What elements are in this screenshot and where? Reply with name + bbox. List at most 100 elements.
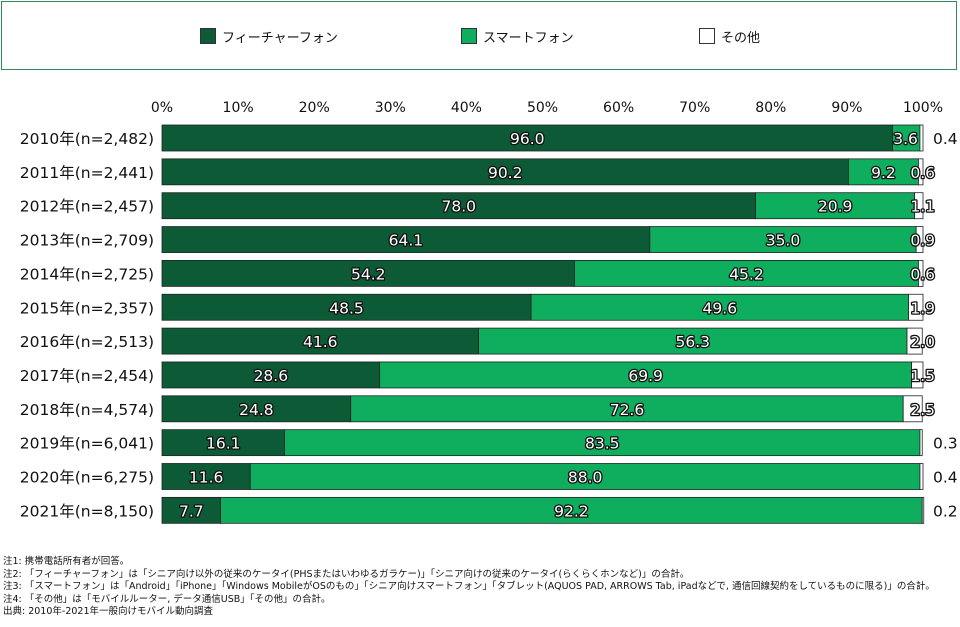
x-tick-label: 20% [299,100,330,116]
x-tick-label: 40% [451,100,482,116]
x-tick-label: 70% [679,100,710,116]
value-label: 1.5 [910,367,935,385]
value-label: 0.6 [910,265,935,283]
legend: フィーチャーフォン スマートフォン その他 [1,1,957,70]
category-label: 2016年(n=2,513) [20,333,154,351]
bar-segment [284,429,921,457]
value-label: 2.0 [910,333,935,351]
legend-swatch-smartphone [461,28,477,44]
category-label: 2021年(n=8,150) [20,502,154,520]
value-label: 92.2 [554,502,589,520]
category-label: 2014年(n=2,725) [20,265,154,283]
category-label: 2015年(n=2,357) [20,299,154,317]
value-label: 24.8 [239,401,274,419]
value-label: 49.6 [703,299,738,317]
category-label: 2011年(n=2,441) [20,164,154,182]
note-1: 注1: 携帯電話所有者が回答。 [3,556,130,567]
legend-label-smartphone: スマートフォン [483,30,574,46]
x-tick-label: 80% [755,100,786,116]
value-label: 90.2 [488,164,523,182]
bar-segment [919,429,923,457]
category-label: 2017年(n=2,454) [20,367,154,385]
value-label: 48.5 [329,299,364,317]
bar-segment [161,259,575,287]
bar-segment [902,395,923,423]
value-label: 0.6 [910,164,935,182]
value-label: 28.6 [254,367,289,385]
bar-segment [649,226,917,253]
value-label: 1.9 [910,299,935,317]
bar-segment [848,158,919,186]
legend-label-feature-phone: フィーチャーフォン [222,30,338,46]
x-tick-label: 30% [375,100,406,116]
bar-segment [478,327,908,355]
value-label: 0.4 [933,130,958,148]
bar-segment [161,395,352,423]
bar-segment [919,463,924,490]
legend-label-other: その他 [721,30,761,46]
value-label: 0.4 [933,469,958,487]
bar-segment [921,496,925,524]
value-label: 16.1 [206,435,241,453]
x-tick-label: 90% [831,100,862,116]
bar-segment [908,293,924,321]
bar-segment [911,361,924,389]
category-label: 2019年(n=6,041) [20,435,154,453]
bar-segment [161,327,479,355]
legend-item-other: その他 [699,26,760,46]
bar-segment [530,293,909,321]
bar-segment [379,361,912,389]
category-label: 2010年(n=2,482) [20,130,154,148]
value-label: 72.6 [610,401,645,419]
value-label: 0.2 [933,502,958,520]
legend-item-feature-phone: フィーチャーフォン [200,26,338,46]
legend-swatch-feature-phone [200,28,216,44]
note-source: 出典: 2010年-2021年一般向けモバイル動向調査 [3,606,214,618]
value-label: 0.3 [933,435,958,453]
value-label: 56.3 [676,333,711,351]
bar-segment [914,192,924,220]
x-tick-label: 60% [603,100,634,116]
bar-segment [915,226,924,253]
value-label: 41.6 [303,333,338,351]
bar-segment [161,429,285,457]
bar-segment [161,226,651,253]
x-tick-label: 0% [151,100,173,116]
value-label: 35.0 [766,232,801,250]
category-label: 2020年(n=6,275) [20,469,154,487]
legend-swatch-other [699,28,715,44]
bar-segment [161,361,381,389]
value-label: 83.5 [585,435,620,453]
note-2: 注2: 「フィーチャーフォン」は「シニア向け以外の従来のケータイ(PHSまたはい… [3,568,690,580]
value-label: 0.9 [910,232,935,250]
bar-segment [350,395,904,423]
value-label: 96.0 [510,130,545,148]
note-3: 注3: 「スマートフォン」は「Android」「iPhone」「Windows … [3,581,935,593]
value-label: 9.2 [871,164,896,182]
notes: 注1: 携帯電話所有者が回答。 注2: 「フィーチャーフォン」は「シニア向け以外… [3,556,953,619]
value-label: 11.6 [189,469,224,487]
category-label: 2012年(n=2,457) [20,198,154,216]
stacked-bar-chart: 0% 10% 20% 30% 40% 50% 60% 70% 80% 90% 100% 2010年(n… [20,100,958,524]
value-label: 20.9 [818,198,853,216]
bar-segment [918,158,924,186]
value-label: 78.0 [442,198,477,216]
x-tick-label: 10% [223,100,254,116]
x-tick-label: 100% [903,100,943,116]
value-label: 1.1 [910,198,935,216]
value-label: 64.1 [389,232,424,250]
bar-segment [161,293,532,321]
bar-segment [249,463,921,490]
value-label: 2.5 [910,401,935,419]
bar-segment [574,259,919,287]
bar-segment [906,327,923,355]
bar-segment [161,463,251,490]
category-label: 2018年(n=4,574) [20,401,154,419]
bar-segment [161,158,849,186]
note-4: 注4: 「その他」は「モバイルルーター, データ通信USB」「その他」の合計。 [3,593,331,605]
legend-item-smartphone: スマートフォン [461,26,574,46]
value-label: 88.0 [568,469,603,487]
value-label: 45.2 [729,265,764,283]
bar-segment [919,124,924,152]
bar-segment [755,192,916,220]
